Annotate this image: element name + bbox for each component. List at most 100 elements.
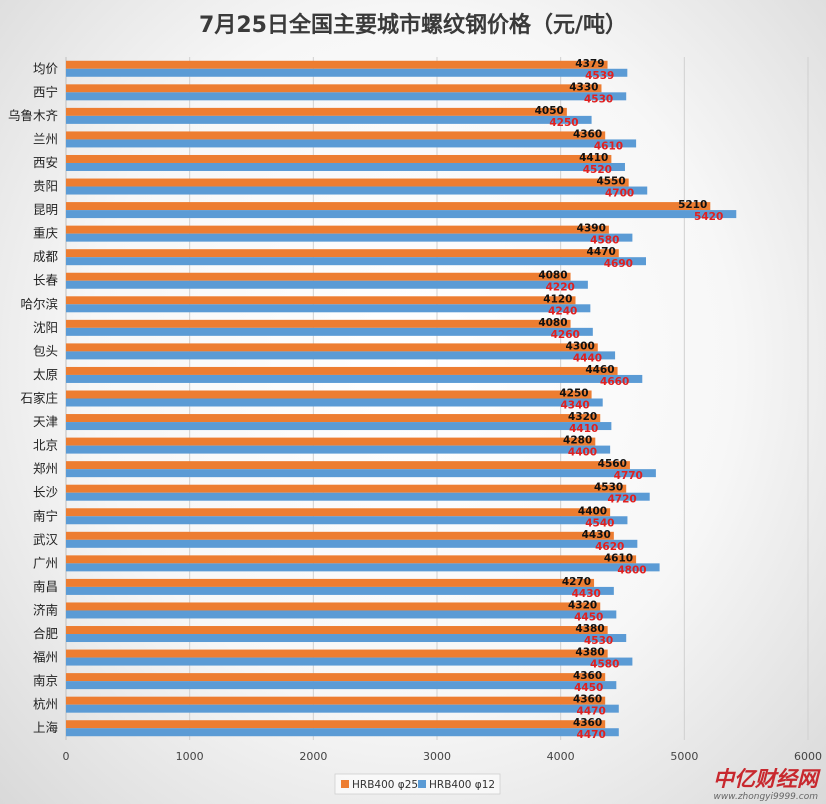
data-label-hrb400-12: 4720 [607, 494, 636, 506]
bar-hrb400-12 [66, 469, 656, 478]
data-label-hrb400-25: 4610 [604, 552, 633, 564]
category-label: 哈尔滨 [20, 296, 58, 311]
data-label-hrb400-12: 4260 [551, 329, 580, 341]
category-label: 均价 [33, 61, 59, 76]
category-label: 太原 [33, 367, 58, 382]
category-label: 石家庄 [20, 391, 58, 406]
data-label-hrb400-25: 4270 [562, 576, 591, 588]
bar-hrb400-25 [66, 461, 630, 470]
data-label-hrb400-25: 4360 [573, 128, 602, 140]
bar-hrb400-12 [66, 210, 737, 219]
x-tick-label: 3000 [423, 750, 451, 763]
bar-hrb400-25 [66, 531, 614, 540]
category-label: 昆明 [33, 202, 58, 217]
category-label: 西安 [33, 155, 58, 170]
data-label-hrb400-12: 4450 [574, 611, 603, 623]
data-label-hrb400-25: 4330 [569, 81, 598, 93]
data-label-hrb400-12: 4540 [585, 517, 614, 529]
bar-hrb400-25 [66, 343, 598, 352]
data-label-hrb400-12: 4250 [549, 117, 578, 129]
data-label-hrb400-25: 4360 [573, 670, 602, 682]
bar-hrb400-25 [66, 84, 602, 93]
data-label-hrb400-12: 4580 [590, 235, 619, 247]
data-label-hrb400-25: 4550 [596, 176, 625, 188]
x-tick-label: 2000 [299, 750, 327, 763]
data-label-hrb400-12: 4430 [572, 588, 601, 600]
category-label: 南昌 [33, 579, 58, 594]
bar-hrb400-25 [66, 178, 629, 187]
bar-hrb400-25 [66, 508, 611, 517]
category-label: 沈阳 [33, 320, 58, 335]
data-label-hrb400-25: 4560 [598, 458, 627, 470]
category-label: 贵阳 [33, 179, 58, 194]
data-label-hrb400-25: 4280 [563, 435, 592, 447]
data-label-hrb400-12: 4660 [600, 376, 629, 388]
category-label: 包头 [33, 343, 58, 358]
bar-hrb400-25 [66, 225, 609, 234]
bar-hrb400-12 [66, 398, 603, 407]
data-label-hrb400-25: 4320 [568, 599, 597, 611]
legend-label-hrb400-12: HRB400 φ12 [429, 779, 495, 791]
data-label-hrb400-12: 4220 [546, 282, 575, 294]
bar-hrb400-12 [66, 280, 588, 289]
bar-hrb400-12 [66, 586, 614, 595]
bar-hrb400-12 [66, 162, 625, 171]
bar-hrb400-12 [66, 351, 616, 360]
category-axis: 均价西宁乌鲁木齐兰州西安贵阳昆明重庆成都长春哈尔滨沈阳包头太原石家庄天津北京郑州… [8, 61, 59, 735]
legend-swatch-hrb400-12 [418, 780, 426, 788]
data-label-hrb400-25: 5210 [678, 199, 707, 211]
bar-hrb400-12 [66, 327, 593, 336]
category-label: 乌鲁木齐 [8, 108, 59, 123]
category-label: 杭州 [33, 697, 58, 712]
data-label-hrb400-12: 4470 [577, 729, 606, 741]
data-label-hrb400-25: 4320 [568, 411, 597, 423]
x-tick-label: 6000 [794, 750, 822, 763]
category-label: 南京 [33, 673, 58, 688]
category-label: 郑州 [33, 461, 58, 476]
bar-hrb400-25 [66, 437, 596, 446]
data-label-hrb400-12: 4520 [583, 164, 612, 176]
bar-hrb400-25 [66, 154, 612, 163]
bar-hrb400-12 [66, 233, 633, 242]
bar-hrb400-25 [66, 296, 576, 305]
data-label-hrb400-25: 4360 [573, 717, 602, 729]
x-tick-label: 0 [63, 750, 70, 763]
bar-hrb400-25 [66, 107, 567, 116]
bar-hrb400-25 [66, 366, 618, 375]
data-label-hrb400-12: 4400 [568, 447, 597, 459]
bar-hrb400-12 [66, 445, 611, 454]
data-label-hrb400-25: 4380 [575, 647, 604, 659]
x-tick-label: 5000 [670, 750, 698, 763]
data-label-hrb400-12: 4690 [604, 258, 633, 270]
bar-hrb400-25 [66, 484, 627, 493]
bar-hrb400-25 [66, 202, 711, 211]
data-label-hrb400-12: 4610 [594, 140, 623, 152]
data-label-hrb400-25: 4250 [559, 388, 588, 400]
bar-hrb400-25 [66, 578, 595, 587]
data-label-hrb400-25: 4080 [538, 270, 567, 282]
category-label: 长春 [33, 273, 59, 288]
legend-box [334, 773, 501, 795]
x-tick-label: 1000 [176, 750, 204, 763]
bar-hrb400-25 [66, 696, 606, 705]
category-label: 济南 [33, 602, 58, 617]
category-label: 西宁 [33, 84, 58, 99]
data-label-hrb400-12: 5420 [694, 211, 723, 223]
bar-hrb400-12 [66, 563, 660, 572]
bar-hrb400-25 [66, 131, 606, 140]
data-label-hrb400-12: 4700 [605, 188, 634, 200]
data-label-hrb400-12: 4340 [560, 400, 589, 412]
bar-hrb400-25 [66, 626, 608, 635]
bar-hrb400-25 [66, 414, 601, 423]
data-label-hrb400-25: 4530 [594, 482, 623, 494]
watermark-brand: 中亿财经网 [713, 767, 821, 791]
bar-hrb400-12 [66, 304, 591, 313]
data-label-hrb400-25: 4300 [566, 340, 595, 352]
category-label: 重庆 [33, 226, 59, 241]
category-label: 广州 [33, 555, 58, 570]
category-label: 南宁 [33, 508, 58, 523]
data-label-hrb400-25: 4470 [587, 246, 616, 258]
bar-hrb400-25 [66, 720, 606, 729]
category-label: 成都 [33, 249, 59, 264]
